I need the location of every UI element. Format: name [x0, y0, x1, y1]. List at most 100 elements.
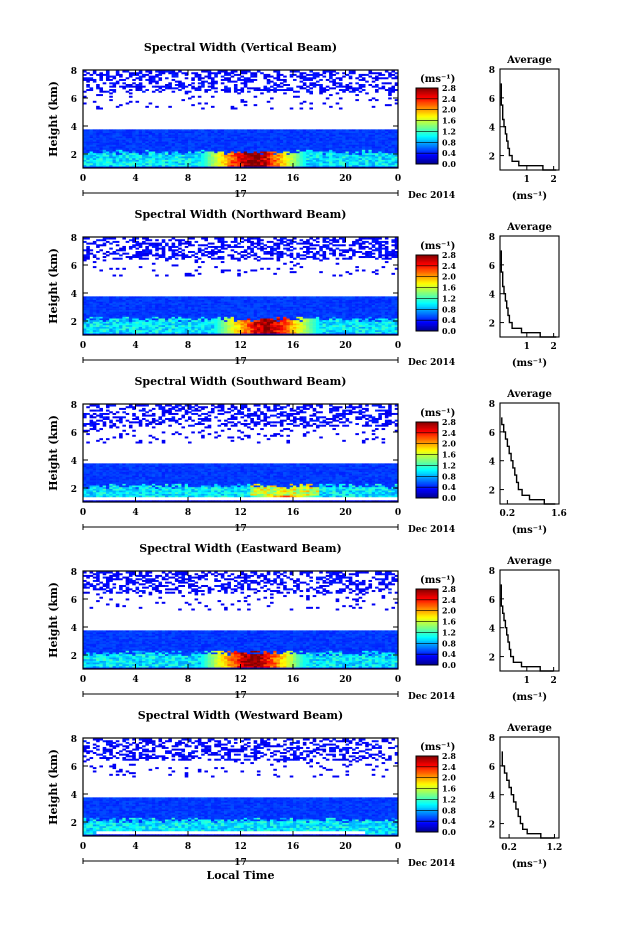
- heatmap-cell: [113, 275, 117, 277]
- heatmap-cell: [355, 129, 359, 131]
- heatmap-cell: [224, 296, 228, 298]
- average-title: Average: [506, 55, 552, 66]
- heatmap-cell: [378, 77, 382, 79]
- heatmap-cell: [263, 74, 267, 76]
- heatmap-cell: [388, 129, 392, 131]
- heatmap-cell: [359, 129, 363, 131]
- heatmap-cell: [270, 258, 274, 260]
- heatmap-cell: [257, 256, 261, 258]
- heatmap-cell: [109, 268, 113, 270]
- heatmap-cell: [172, 243, 176, 245]
- heatmap-cell: [234, 81, 238, 83]
- heatmap-cell: [293, 79, 297, 81]
- heatmap-cell: [178, 251, 182, 253]
- heatmap-cell: [122, 82, 126, 84]
- heatmap-cell: [293, 71, 297, 73]
- heatmap-cell: [241, 87, 245, 89]
- heatmap-cell: [158, 254, 162, 256]
- heatmap-cell: [286, 248, 290, 250]
- heatmap-cell: [309, 71, 313, 73]
- heatmap-cell: [244, 249, 248, 251]
- heatmap-cell: [244, 101, 248, 103]
- heatmap-cell: [168, 129, 172, 131]
- heatmap-cell: [145, 89, 149, 91]
- heatmap-cell: [385, 71, 389, 73]
- heatmap-cell: [106, 129, 110, 131]
- heatmap-cell: [149, 239, 153, 241]
- heatmap-cell: [303, 251, 307, 253]
- colorbar-tick-label: 0.4: [442, 148, 456, 158]
- heatmap-cell: [109, 253, 113, 255]
- heatmap-cell: [300, 86, 304, 88]
- heatmap-cell: [280, 86, 284, 88]
- heatmap-cell: [309, 82, 313, 84]
- heatmap-cell: [178, 296, 182, 298]
- heatmap-cell: [241, 238, 245, 240]
- heatmap-cell: [224, 71, 228, 73]
- heatmap-cell: [208, 296, 212, 298]
- heatmap-cell: [286, 84, 290, 86]
- heatmap-cell: [313, 129, 317, 131]
- heatmap-cell: [296, 71, 300, 73]
- heatmap-cell: [208, 251, 212, 253]
- heatmap-cell: [93, 101, 97, 103]
- heatmap-cell: [86, 296, 90, 298]
- heatmap-cell: [339, 77, 343, 79]
- heatmap-cell: [191, 238, 195, 240]
- heatmap-cell: [303, 246, 307, 248]
- heatmap-cell: [309, 91, 313, 93]
- heatmap-cell: [208, 256, 212, 258]
- heatmap-cell: [158, 296, 162, 298]
- heatmap-cell: [336, 77, 340, 79]
- heatmap-cell: [132, 244, 136, 246]
- heatmap-cell: [155, 106, 159, 108]
- heatmap-cell: [342, 76, 346, 78]
- heatmap-cell: [270, 76, 274, 78]
- heatmap-cell: [109, 296, 113, 298]
- heatmap-cell: [388, 72, 392, 74]
- heatmap-cell: [99, 249, 103, 251]
- heatmap-cell: [286, 296, 290, 298]
- heatmap-cell: [155, 129, 159, 131]
- heatmap-cell: [158, 129, 162, 131]
- heatmap-cell: [326, 97, 330, 99]
- heatmap-cell: [201, 249, 205, 251]
- heatmap-cell: [126, 91, 130, 93]
- colorbar-tick-label: 2.4: [442, 94, 456, 104]
- heatmap-cell: [96, 94, 100, 96]
- heatmap-cell: [346, 84, 350, 86]
- average-y-tick-label: 2: [489, 153, 495, 163]
- x-tick-label: 0: [80, 174, 86, 184]
- heatmap-cell: [155, 89, 159, 91]
- heatmap-cell: [145, 129, 149, 131]
- heatmap-cell: [290, 253, 294, 255]
- heatmap-cell: [237, 273, 241, 275]
- heatmap-cell: [191, 129, 195, 131]
- heatmap-cell: [168, 246, 172, 248]
- heatmap-cell: [234, 238, 238, 240]
- heatmap-cell: [162, 71, 166, 73]
- heatmap-cell: [208, 71, 212, 73]
- heatmap-cell: [122, 296, 126, 298]
- heatmap-cell: [270, 108, 274, 110]
- heatmap-cell: [195, 72, 199, 74]
- heatmap-cell: [247, 71, 251, 73]
- heatmap-cell: [231, 254, 235, 256]
- colorbar-tick-label: 2.0: [442, 105, 456, 115]
- heatmap-cell: [181, 253, 185, 255]
- heatmap-cell: [234, 258, 238, 260]
- heatmap-cell: [172, 129, 176, 131]
- heatmap-cell: [132, 254, 136, 256]
- heatmap-cell: [188, 84, 192, 86]
- heatmap-cell: [208, 82, 212, 84]
- heatmap-cell: [221, 269, 225, 271]
- heatmap-cell: [277, 296, 281, 298]
- heatmap-cell: [329, 129, 333, 131]
- heatmap-cell: [263, 244, 267, 246]
- heatmap-cell: [142, 249, 146, 251]
- heatmap-cell: [283, 248, 287, 250]
- heatmap-cell: [221, 71, 225, 73]
- heatmap-cell: [136, 296, 140, 298]
- heatmap-cell: [139, 251, 143, 253]
- heatmap-cell: [254, 104, 258, 106]
